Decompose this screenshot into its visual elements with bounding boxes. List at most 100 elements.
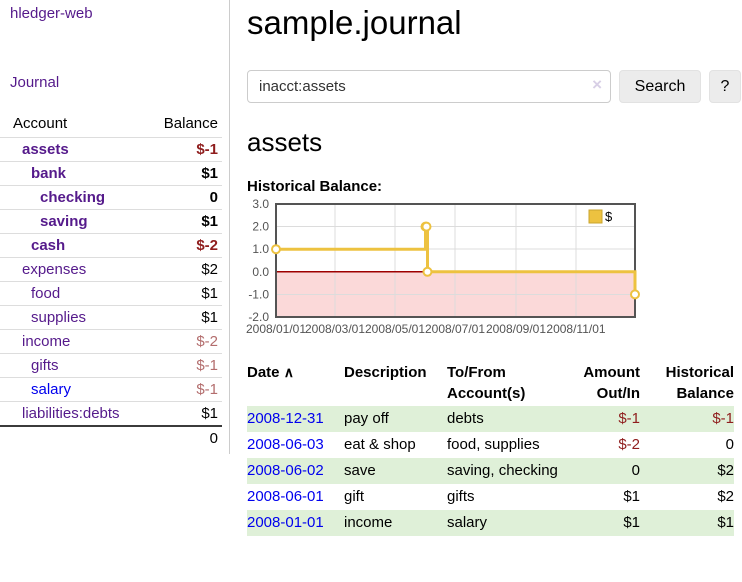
account-balance: $-2 (139, 233, 222, 258)
transaction-description: income (344, 510, 447, 536)
transaction-date-link[interactable]: 2008-06-02 (247, 462, 324, 479)
app-layout: hledger-web Journal Account Balance asse… (0, 0, 742, 536)
transaction-accounts: gifts (447, 488, 475, 505)
account-link-gifts[interactable]: gifts (31, 357, 59, 374)
register-header-date[interactable]: Date ∧ (247, 364, 294, 381)
register-row: 2008-06-01 gift gifts $1 $2 (247, 484, 734, 510)
transaction-amount: $-2 (618, 436, 640, 453)
search-input[interactable] (247, 70, 611, 103)
account-link-cash[interactable]: cash (31, 237, 66, 254)
account-link-salary[interactable]: salary (31, 381, 72, 398)
svg-text:2008/05/01: 2008/05/01 (365, 322, 425, 336)
account-link-expenses[interactable]: expenses (22, 261, 87, 278)
svg-text:2008/09/01: 2008/09/01 (486, 322, 546, 336)
account-row-expenses: expenses $2 (0, 257, 222, 282)
transaction-amount: $1 (623, 488, 640, 505)
account-link-supplies[interactable]: supplies (31, 309, 87, 326)
account-row-saving: saving $1 (0, 209, 222, 234)
account-row-checking: checking 0 (0, 185, 222, 210)
account-link-checking[interactable]: checking (40, 189, 106, 206)
sidebar: hledger-web Journal Account Balance asse… (0, 0, 230, 454)
chart-canvas: 3.0 2.0 1.0 0.0 -1.0 -2.02008/01/012008/03/01… (246, 197, 640, 336)
register-header-amount: Amount Out/In (583, 364, 640, 402)
historical-balance-chart: 3.0 2.0 1.0 0.0 -1.0 -2.0 2008/01/01 2008/03/01… (235, 197, 647, 338)
transaction-balance: $1 (640, 510, 734, 536)
accounts-table-header: Account Balance (0, 111, 222, 138)
svg-text:$: $ (605, 209, 613, 224)
account-link-assets[interactable]: assets (22, 141, 69, 158)
search-form: × Search ? (247, 70, 742, 103)
register-header-balance: Historical Balance (665, 364, 734, 402)
page-title: sample.journal (247, 4, 462, 41)
account-row-food: food $1 (0, 281, 222, 306)
transaction-date-link[interactable]: 2008-06-01 (247, 488, 324, 505)
transaction-amount: 0 (582, 458, 640, 484)
account-balance: $1 (139, 401, 222, 426)
accounts-header-account: Account (13, 115, 68, 132)
transaction-description: gift (344, 488, 365, 505)
account-row-assets: assets $-1 (0, 137, 222, 162)
account-balance: 0 (139, 185, 222, 210)
account-balance: $-1 (139, 353, 222, 378)
account-link-liabilities-debts[interactable]: liabilities:debts (22, 405, 120, 422)
register-row: 2008-01-01 income salary $1 $1 (247, 510, 734, 536)
accounts-header-balance: Balance (163, 115, 218, 132)
account-row-salary: salary $-1 (0, 377, 222, 402)
account-row-liabilities-debts: liabilities:debts $1 (0, 401, 222, 426)
register-row: 2008-06-02 save saving, checking 0 $2 (247, 458, 734, 484)
account-link-saving[interactable]: saving (40, 213, 88, 230)
register-header-description: Description (344, 364, 427, 381)
svg-text:3.0: 3.0 (252, 198, 269, 211)
account-row-cash: cash $-2 (0, 233, 222, 258)
accounts-total-row: 0 (0, 425, 222, 450)
svg-text:2008/01/01: 2008/01/01 (246, 322, 306, 336)
account-link-food[interactable]: food (31, 285, 61, 302)
sort-ascending-icon: ∧ (283, 364, 294, 380)
accounts-total-balance: 0 (139, 425, 222, 450)
account-balance: $-1 (139, 137, 222, 162)
account-link-income[interactable]: income (22, 333, 71, 350)
account-balance: $1 (139, 209, 222, 234)
transaction-balance: $-1 (640, 406, 734, 432)
account-row-gifts: gifts $-1 (0, 353, 222, 378)
app-brand-link[interactable]: hledger-web (10, 5, 93, 22)
register-header-row: Date ∧ Description To/From Account(s) Am… (247, 360, 734, 406)
transaction-date-link[interactable]: 2008-01-01 (247, 514, 324, 531)
register-table: Date ∧ Description To/From Account(s) Am… (247, 360, 734, 536)
svg-text:1.0: 1.0 (252, 242, 269, 256)
transaction-description: save (344, 458, 447, 484)
transaction-accounts: debts (447, 410, 484, 427)
transaction-date-link[interactable]: 2008-06-03 (247, 436, 324, 453)
main-content: sample.journal × Search ? assets Histori… (230, 0, 742, 536)
transaction-amount: $-1 (582, 406, 640, 432)
account-balance: $1 (139, 281, 222, 306)
svg-text:2008/03/01: 2008/03/01 (305, 322, 365, 336)
account-balance: $2 (139, 257, 222, 282)
transaction-accounts: food, supplies (447, 436, 540, 453)
account-balance: $-1 (139, 377, 222, 402)
accounts-table: Account Balance assets $-1 bank $1 check… (0, 111, 222, 450)
account-link-bank[interactable]: bank (31, 165, 67, 182)
account-row-supplies: supplies $1 (0, 305, 222, 330)
sidebar-item-journal[interactable]: Journal (10, 74, 60, 91)
chart-title: Historical Balance: (247, 178, 383, 195)
account-balance: $1 (139, 305, 222, 330)
svg-text:2008/11/01: 2008/11/01 (546, 322, 605, 336)
transaction-date-link[interactable]: 2008-12-31 (247, 410, 324, 427)
transaction-accounts: saving, checking (447, 462, 558, 479)
transaction-amount: $1 (582, 510, 640, 536)
account-balance: $1 (139, 161, 222, 186)
account-balance: $-2 (139, 329, 222, 354)
register-header-accounts: To/From Account(s) (447, 364, 526, 402)
help-button[interactable]: ? (709, 70, 741, 103)
svg-text:2.0: 2.0 (252, 220, 269, 234)
transaction-accounts: salary (447, 514, 488, 531)
transaction-balance: $2 (717, 488, 734, 505)
register-row: 2008-06-03 eat & shop food, supplies $-2… (247, 432, 734, 458)
transaction-description: pay off (344, 406, 447, 432)
clear-search-icon[interactable]: × (592, 75, 602, 94)
search-button[interactable]: Search (619, 70, 701, 103)
transaction-description: eat & shop (344, 436, 416, 453)
svg-text:-1.0: -1.0 (248, 287, 269, 301)
transaction-balance: 0 (725, 436, 734, 453)
